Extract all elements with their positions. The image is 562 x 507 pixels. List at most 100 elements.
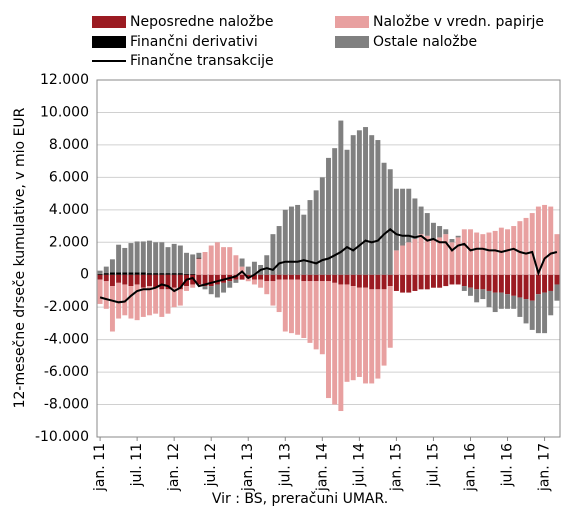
bar — [400, 274, 406, 293]
bar — [221, 247, 227, 275]
bar — [208, 245, 214, 275]
bar — [165, 289, 171, 314]
bar — [245, 266, 251, 275]
bar — [153, 242, 159, 274]
bar — [103, 266, 109, 274]
x-tick-label: jan. 16 — [462, 443, 478, 492]
x-tick-label: jul. 16 — [500, 443, 516, 487]
bar — [474, 274, 480, 290]
bar — [184, 273, 189, 275]
bar — [332, 282, 338, 405]
bar — [338, 284, 344, 412]
bar — [202, 274, 208, 287]
bar — [301, 274, 307, 282]
bar — [159, 242, 165, 274]
bar — [344, 274, 350, 285]
bar — [418, 274, 424, 290]
bar — [159, 273, 165, 275]
legend-swatch — [92, 16, 126, 28]
bar — [406, 242, 412, 275]
bar — [159, 289, 165, 317]
bar — [344, 149, 350, 275]
legend-swatch — [335, 16, 369, 28]
bar — [140, 274, 146, 288]
bar — [165, 273, 171, 275]
bar — [282, 209, 288, 275]
bar — [196, 274, 202, 285]
bar — [109, 286, 115, 332]
bar — [449, 242, 455, 275]
bar — [251, 274, 257, 280]
bar — [128, 274, 134, 287]
bar — [455, 235, 461, 238]
bar — [529, 274, 535, 301]
bar — [517, 297, 523, 317]
bar — [393, 250, 399, 275]
bar — [134, 274, 140, 285]
bar — [437, 226, 443, 238]
bar — [332, 274, 338, 283]
bar — [122, 247, 128, 273]
bar — [424, 213, 430, 236]
bar — [437, 237, 443, 275]
bar — [505, 229, 510, 275]
bar — [319, 177, 325, 275]
y-tick-label: 0 — [80, 267, 89, 283]
bar — [356, 274, 362, 288]
legend-label: Ostale naložbe — [373, 34, 477, 50]
bar — [548, 290, 554, 316]
x-tick-label: jan. 11 — [92, 443, 108, 492]
bar — [103, 273, 109, 275]
bar — [400, 245, 406, 275]
bar — [369, 135, 375, 275]
bar — [264, 274, 270, 282]
bar — [430, 239, 436, 275]
bar — [381, 289, 387, 366]
bar — [128, 272, 134, 275]
source-note: Vir : BS, preračuni UMAR. — [212, 491, 388, 507]
y-tick-label: -8.000 — [44, 397, 89, 413]
bar — [282, 279, 288, 332]
bar — [103, 274, 109, 282]
x-tick-label: jul. 15 — [425, 443, 441, 487]
bar — [319, 281, 325, 355]
bar — [196, 257, 202, 259]
bar — [288, 274, 294, 280]
bar — [202, 252, 208, 275]
bar — [276, 279, 282, 313]
bar — [270, 274, 276, 282]
y-axis-label: 12-mesečne drseče kumulative, v mio EUR — [12, 107, 28, 408]
bar — [350, 286, 356, 381]
bar — [387, 286, 393, 348]
bar — [480, 234, 486, 275]
legend-label: Finančne transakcije — [130, 53, 274, 69]
y-tick-label: 12.000 — [40, 72, 89, 88]
bar — [190, 284, 196, 288]
bar — [288, 279, 294, 334]
bar — [474, 289, 480, 303]
bar — [134, 241, 140, 273]
bar — [171, 274, 177, 288]
bar — [449, 274, 455, 285]
bar — [387, 169, 393, 275]
bar — [140, 272, 146, 275]
bar — [412, 198, 418, 240]
y-tick-label: -10.000 — [35, 429, 89, 445]
bar — [511, 295, 517, 309]
bar — [227, 281, 233, 288]
bar — [492, 292, 498, 313]
bar — [319, 274, 325, 282]
bar — [301, 281, 307, 339]
bar — [128, 243, 134, 273]
bar — [147, 240, 152, 274]
bar — [455, 237, 461, 275]
y-tick-label: 6.000 — [49, 169, 89, 185]
bar — [418, 234, 424, 275]
bar — [171, 243, 177, 274]
bar — [97, 270, 103, 274]
bar — [171, 273, 177, 275]
bar — [196, 258, 202, 275]
bar — [97, 274, 103, 280]
bar — [369, 274, 375, 290]
